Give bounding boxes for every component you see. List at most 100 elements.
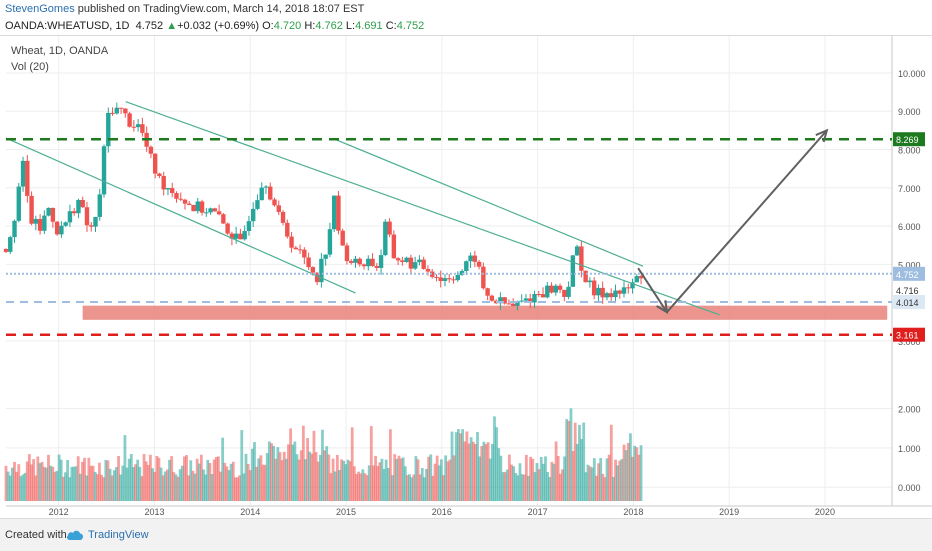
volume-bar xyxy=(119,474,123,501)
volume-bar xyxy=(478,456,482,501)
volume-bar xyxy=(81,461,84,501)
candle-body xyxy=(29,195,34,224)
volume-bar xyxy=(537,469,541,501)
volume-bar xyxy=(123,435,127,501)
projection-down-arrow xyxy=(637,267,668,313)
candle-body xyxy=(574,246,580,256)
candle-body xyxy=(468,255,473,262)
volume-bar xyxy=(265,453,269,501)
candle-body xyxy=(579,246,584,271)
volume-bar xyxy=(626,442,630,501)
wheat-price-chart[interactable]: Wheat, 1D, OANDA Vol (20) 10.000 9.000 8.000… xyxy=(0,36,932,518)
candle-body xyxy=(127,113,132,127)
volume-bar xyxy=(499,455,503,501)
candle-body xyxy=(233,233,239,239)
open-value: 4.720 xyxy=(273,20,302,32)
candle-body xyxy=(272,199,277,206)
volume-bar xyxy=(185,455,188,501)
time-tick-label: 2012 xyxy=(49,507,69,517)
volume-bar xyxy=(157,457,161,501)
tradingview-brand[interactable]: TradingView xyxy=(88,529,149,541)
volume-bar xyxy=(125,467,129,501)
high-label: H: xyxy=(304,20,316,32)
candle-body xyxy=(161,176,166,190)
volume-bar xyxy=(38,463,42,501)
volume-bar xyxy=(595,475,598,501)
volume-bar xyxy=(172,472,176,501)
volume-bar xyxy=(618,460,622,501)
ohlc-header: OANDA:WHEATUSD, 1D 4.752 ▲+0.032 (+0.69%… xyxy=(5,20,424,32)
volume-bar xyxy=(372,465,375,501)
volume-bar xyxy=(361,469,365,501)
volume-bar xyxy=(599,458,603,501)
volume-bar xyxy=(607,454,611,501)
candle-body xyxy=(366,258,371,267)
volume-bar xyxy=(4,465,8,501)
volume-bar xyxy=(408,474,411,501)
time-tick-label: 2020 xyxy=(815,507,835,517)
candle-body xyxy=(570,255,576,287)
volume-bar xyxy=(340,459,343,501)
candle-body xyxy=(54,221,60,235)
candle-body xyxy=(152,153,158,174)
volume-bar xyxy=(34,475,38,501)
volume-bar xyxy=(299,450,303,501)
candle-body xyxy=(310,267,316,273)
volume-bar xyxy=(325,446,329,501)
candle-body xyxy=(3,249,9,252)
volume-bar xyxy=(465,431,469,501)
volume-bar xyxy=(144,461,148,501)
candle-body xyxy=(12,220,17,238)
volume-bar xyxy=(93,471,97,501)
volume-bar xyxy=(476,432,479,501)
arrowhead-up-icon xyxy=(815,128,829,143)
time-tick-label: 2019 xyxy=(719,507,739,517)
candle-body xyxy=(97,194,102,217)
volume-bar xyxy=(197,463,201,501)
volume-bar xyxy=(603,477,607,501)
volume-bar xyxy=(287,444,290,501)
volume-bar xyxy=(616,465,620,501)
volume-bar xyxy=(518,463,522,501)
tradingview-cloud-icon[interactable] xyxy=(66,528,84,542)
volume-bar xyxy=(412,474,416,501)
volume-bar xyxy=(639,445,643,501)
candle-body xyxy=(523,298,529,301)
volume-bar xyxy=(571,451,575,501)
time-tick-label: 2018 xyxy=(623,507,643,517)
volume-bar xyxy=(6,471,10,501)
volume-bar xyxy=(236,477,239,501)
volume-bar xyxy=(153,471,157,501)
volume-bar xyxy=(267,441,271,501)
volume-bar xyxy=(168,459,171,501)
volume-bar xyxy=(367,465,371,501)
low-label: L: xyxy=(345,20,356,32)
candle-body xyxy=(583,270,588,283)
candle-body xyxy=(617,290,622,294)
volume-bar xyxy=(578,424,581,501)
candle-body xyxy=(114,107,120,114)
volume-bar xyxy=(612,476,615,501)
candle-body xyxy=(638,276,644,279)
candle-body xyxy=(604,293,610,298)
arrowhead-down-icon xyxy=(656,300,669,315)
candle-body xyxy=(195,201,200,212)
volume-bar xyxy=(452,455,456,501)
volume-bar xyxy=(507,454,511,501)
volume-bar xyxy=(495,427,499,501)
volume-bar xyxy=(522,474,526,501)
last-price-badge-label: 4.752 xyxy=(896,270,919,280)
volume-bar xyxy=(49,465,53,501)
volume-bar xyxy=(219,471,222,501)
volume-bar xyxy=(510,464,513,501)
volume-bar xyxy=(166,469,169,501)
volume-bar xyxy=(389,429,392,501)
volume-bar xyxy=(89,465,93,501)
candle-body xyxy=(157,173,162,177)
symbol-label: OANDA:WHEATUSD, 1D xyxy=(5,20,130,32)
volume-bar xyxy=(350,427,354,501)
time-tick-label: 2013 xyxy=(144,507,164,517)
volume-bar xyxy=(318,454,322,501)
author-link[interactable]: StevenGomes xyxy=(5,3,75,15)
volume-bar xyxy=(346,459,350,501)
